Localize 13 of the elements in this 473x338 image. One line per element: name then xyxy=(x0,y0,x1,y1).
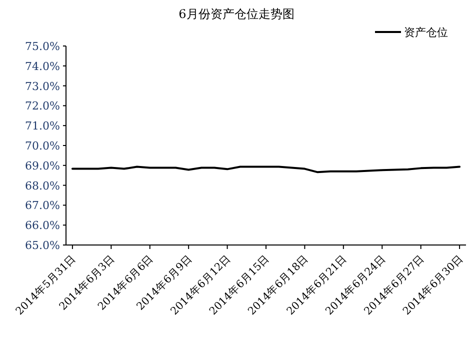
y-tick-label: 68.0% xyxy=(25,179,60,192)
y-tick-label: 66.0% xyxy=(25,219,60,232)
y-tick-label: 65.0% xyxy=(25,239,60,252)
y-tick-label: 71.0% xyxy=(25,120,60,133)
chart-title: 6月份资产仓位走势图 xyxy=(178,7,294,21)
y-tick-label: 70.0% xyxy=(25,140,60,152)
legend-label: 资产仓位 xyxy=(404,26,448,39)
y-tick-label: 73.0% xyxy=(25,80,60,93)
y-tick-label: 72.0% xyxy=(25,100,60,113)
y-tick-label: 67.0% xyxy=(25,199,60,212)
y-tick-label: 75.0% xyxy=(25,40,60,53)
y-tick-label: 74.0% xyxy=(25,60,60,73)
y-tick-label: 69.0% xyxy=(25,159,60,172)
